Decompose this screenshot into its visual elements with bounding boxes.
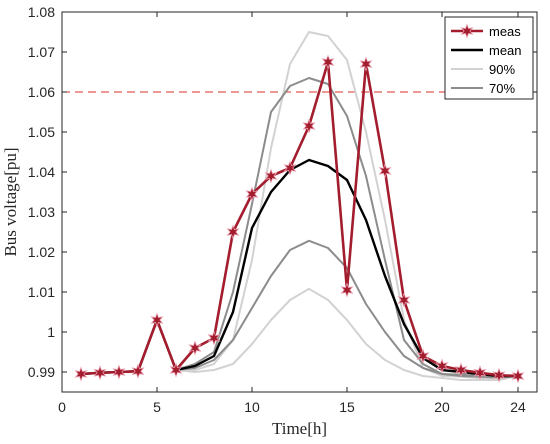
meas-point (226, 224, 240, 240)
y-tick-label: 1.01 (28, 284, 55, 300)
plot-frame (61, 11, 538, 393)
legend-label: 70% (489, 81, 515, 96)
y-axis-label: Bus voltage[pu] (1, 147, 20, 256)
y-tick-label: 1.03 (28, 204, 55, 220)
x-tick-label: 20 (434, 399, 450, 415)
y-axis-ticks: 0.99 1 1.01 1.02 1.03 1.04 1.05 1.06 1.07 1.08 (28, 4, 537, 380)
legend-marker-meas (460, 23, 474, 39)
meas-point (131, 363, 145, 379)
meas-point (169, 362, 183, 378)
meas-point (321, 54, 335, 70)
y-tick-label: 1.06 (28, 84, 55, 100)
meas-point (207, 330, 221, 346)
marker-layer (74, 54, 525, 384)
x-axis-ticks: 0 5 10 15 20 24 (58, 12, 526, 415)
meas-point (454, 362, 468, 378)
meas-point (302, 118, 316, 134)
x-axis-label: Time[h] (272, 419, 327, 438)
x-tick-label: 15 (339, 399, 355, 415)
y-tick-label: 1.08 (28, 4, 55, 20)
meas-point (492, 367, 506, 383)
meas-point (112, 364, 126, 380)
meas-point (340, 282, 354, 298)
y-tick-label: 1.04 (28, 164, 55, 180)
y-tick-label: 1.05 (28, 124, 55, 140)
legend-label: 90% (489, 62, 515, 77)
meas-point (264, 168, 278, 184)
y-tick-label: 1.07 (28, 44, 55, 60)
x-tick-label: 5 (153, 399, 161, 415)
meas-point (435, 358, 449, 374)
meas-point (397, 292, 411, 308)
meas-point (473, 365, 487, 381)
legend-items: meas mean 90% 70% (451, 23, 522, 96)
legend-label: meas (489, 24, 521, 39)
x-tick-label: 0 (58, 399, 66, 415)
x-tick-label: 10 (244, 399, 260, 415)
y-tick-label: 1 (47, 324, 55, 340)
meas-point (150, 312, 164, 328)
meas-point (283, 160, 297, 176)
x-tick-label: 24 (510, 399, 526, 415)
meas-point (74, 366, 88, 382)
meas-point (511, 368, 525, 384)
legend-label: mean (489, 43, 522, 58)
meas-point (245, 186, 259, 202)
meas-point (93, 365, 107, 381)
legend: meas mean 90% 70% (444, 16, 534, 100)
meas-point (416, 348, 430, 364)
y-tick-label: 0.99 (28, 364, 55, 380)
meas-point (188, 340, 202, 356)
y-tick-label: 1.02 (28, 244, 55, 260)
meas-point (359, 56, 373, 72)
meas-point (378, 163, 392, 179)
